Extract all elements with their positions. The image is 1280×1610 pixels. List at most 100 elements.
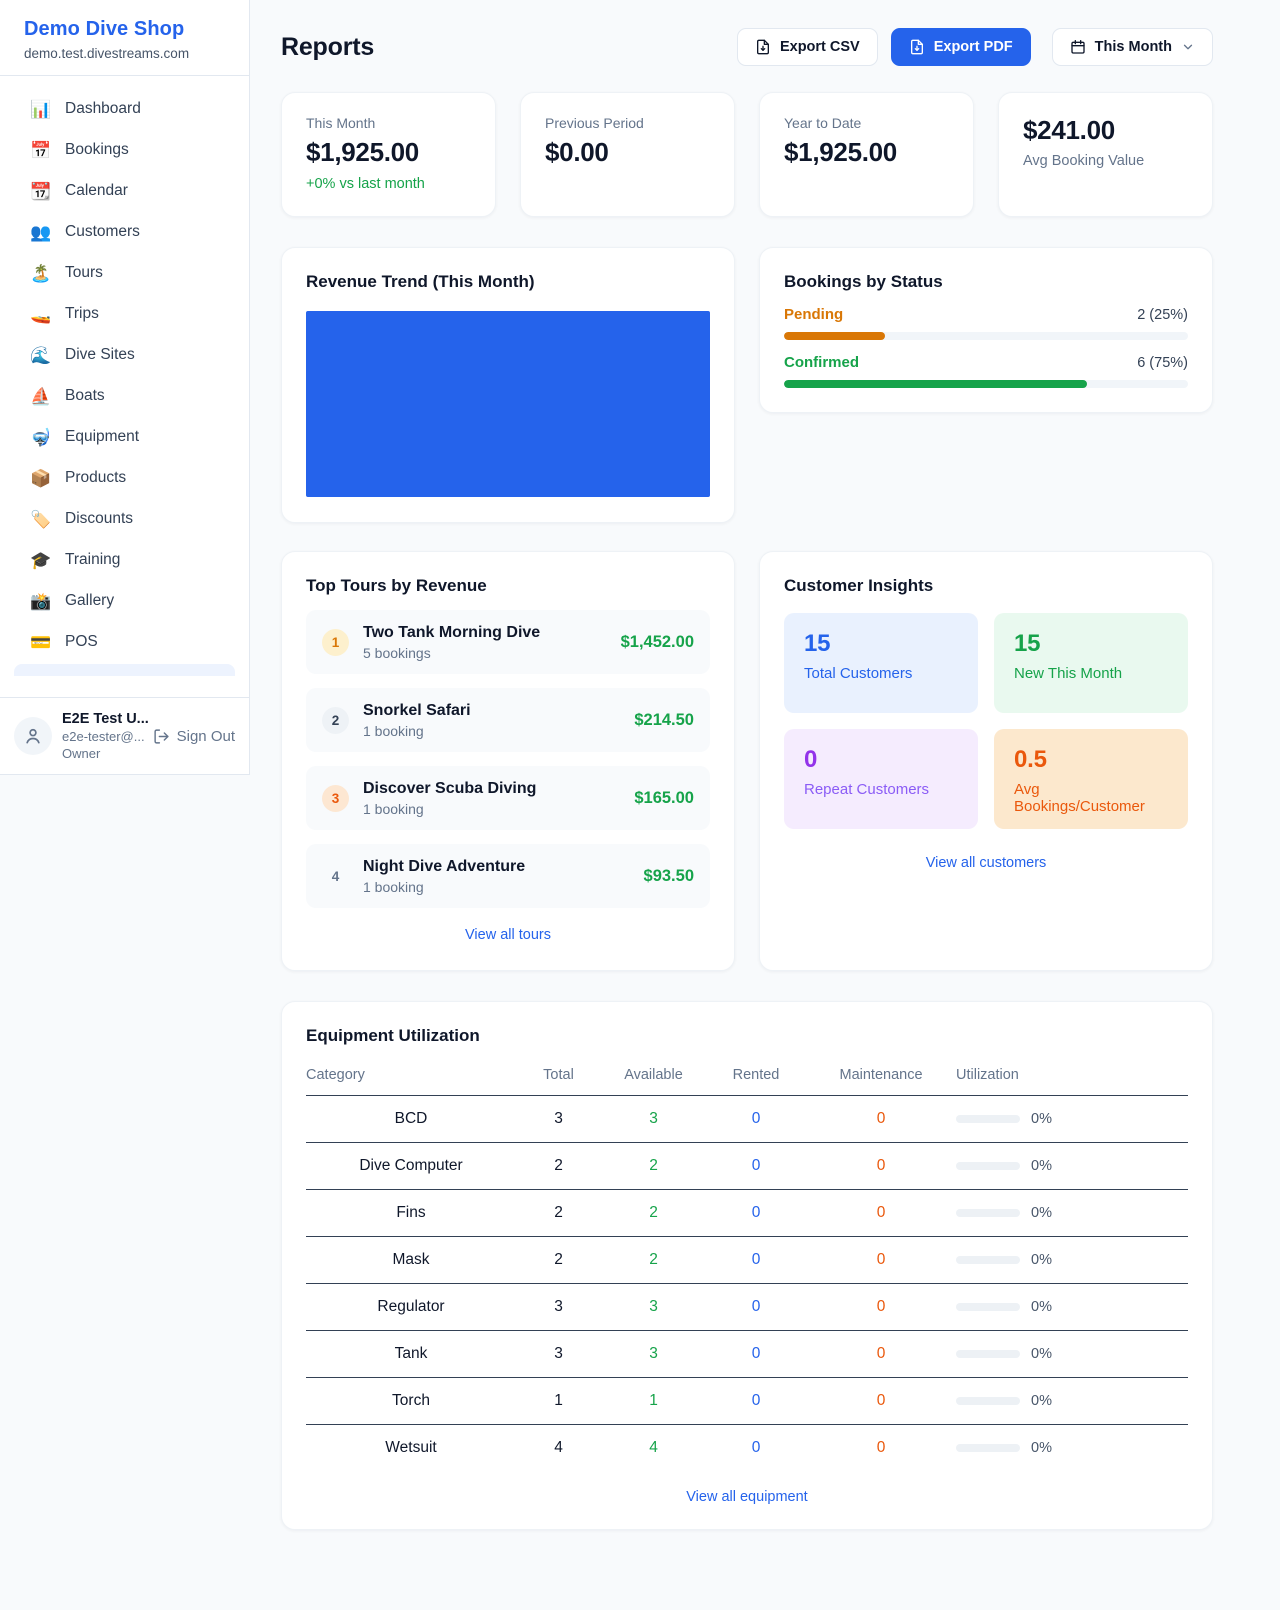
utilization-cell: 0% xyxy=(956,1205,1188,1221)
sidebar-item-equipment[interactable]: 🤿 Equipment xyxy=(14,418,235,456)
equipment-rented: 0 xyxy=(706,1142,806,1190)
sidebar-item-dashboard[interactable]: 📊 Dashboard xyxy=(14,90,235,128)
sidebar-item-label: Tours xyxy=(65,264,103,281)
equipment-total: 4 xyxy=(554,1439,563,1456)
equipment-maintenance: 0 xyxy=(806,1377,956,1425)
tour-row[interactable]: 3 Discover Scuba Diving 1 booking $165.0… xyxy=(306,766,710,830)
people-icon: 👥 xyxy=(30,222,52,242)
brand-block: Demo Dive Shop demo.test.divestreams.com xyxy=(0,0,249,76)
column-header: Rented xyxy=(706,1054,806,1096)
rank-badge: 1 xyxy=(322,628,349,656)
sidebar-item-label: Training xyxy=(65,551,121,568)
tile-value: 15 xyxy=(804,630,831,657)
tile-value: 0.5 xyxy=(1014,746,1047,773)
stat-card-year-to-date: Year to Date $1,925.00 xyxy=(759,92,974,217)
tour-info: Discover Scuba Diving 1 booking xyxy=(363,780,620,817)
equipment-rented: 0 xyxy=(706,1236,806,1284)
sidebar-item-discounts[interactable]: 🏷️ Discounts xyxy=(14,500,235,538)
table-row: Torch 1 1 0 0 0% xyxy=(306,1377,1188,1425)
status-bar-fill-pending xyxy=(784,332,885,340)
equipment-maintenance: 0 xyxy=(806,1142,956,1190)
sidebar-item-label: Gallery xyxy=(65,592,115,609)
equipment-total: 3 xyxy=(516,1283,601,1331)
sidebar-item-trips[interactable]: 🚤 Trips xyxy=(14,295,235,333)
utilization-cell: 0% xyxy=(956,1111,1188,1127)
tour-name: Night Dive Adventure xyxy=(363,857,526,875)
stat-label: This Month xyxy=(306,115,376,131)
sidebar-item-calendar[interactable]: 📆 Calendar xyxy=(14,172,235,210)
person-icon xyxy=(26,728,40,744)
revenue-trend-title: Revenue Trend (This Month) xyxy=(306,272,535,291)
sign-out-button[interactable]: Sign Out xyxy=(153,728,235,745)
export-pdf-button[interactable]: Export PDF xyxy=(890,28,1031,66)
equipment-category: Tank xyxy=(306,1330,516,1378)
utilization-percent: 0% xyxy=(1031,1346,1052,1362)
equipment-table-body: BCD 3 3 0 0 0% Dive Computer 2 2 0 0 0% Fins 2 2 0 0 0% Ma… xyxy=(306,1095,1188,1472)
bar-chart-icon: 📊 xyxy=(30,99,52,119)
column-header: Total xyxy=(516,1054,601,1096)
top-tours-title: Top Tours by Revenue xyxy=(306,576,487,595)
shop-name[interactable]: Demo Dive Shop xyxy=(24,18,185,40)
equipment-maintenance: 0 xyxy=(806,1095,956,1143)
view-all-customers-link[interactable]: View all customers xyxy=(925,855,1047,871)
tour-revenue: $214.50 xyxy=(634,710,694,729)
view-all-equipment-link[interactable]: View all equipment xyxy=(686,1489,808,1505)
shop-domain: demo.test.divestreams.com xyxy=(24,46,190,61)
user-role: Owner xyxy=(62,746,101,761)
utilization-percent: 0% xyxy=(1031,1205,1052,1221)
stat-value: $241.00 xyxy=(1023,115,1115,145)
calendar-date-icon: 📅 xyxy=(30,140,52,160)
sidebar-item-products[interactable]: 📦 Products xyxy=(14,459,235,497)
tile-label: Repeat Customers xyxy=(804,781,930,798)
sidebar-item-boats[interactable]: ⛵ Boats xyxy=(14,377,235,415)
export-pdf-label: Export PDF xyxy=(933,39,1013,55)
equipment-maintenance: 0 xyxy=(876,1439,886,1456)
sidebar-item-label: POS xyxy=(65,633,98,650)
tour-row[interactable]: 2 Snorkel Safari 1 booking $214.50 xyxy=(306,688,710,752)
utilization-bar-track xyxy=(956,1162,1020,1170)
export-csv-label: Export CSV xyxy=(779,39,860,55)
utilization-bar-track xyxy=(956,1115,1020,1123)
equipment-available: 3 xyxy=(601,1330,706,1378)
sidebar-item-pos[interactable]: 💳 POS xyxy=(14,623,235,661)
equipment-category: Wetsuit xyxy=(385,1439,437,1456)
table-row: Fins 2 2 0 0 0% xyxy=(306,1189,1188,1237)
package-icon: 📦 xyxy=(30,468,52,488)
sidebar-item-dive-sites[interactable]: 🌊 Dive Sites xyxy=(14,336,235,374)
tour-name: Two Tank Morning Dive xyxy=(363,623,541,641)
credit-card-icon: 💳 xyxy=(30,632,52,652)
sidebar-item-customers[interactable]: 👥 Customers xyxy=(14,213,235,251)
sidebar-item-label: Equipment xyxy=(65,428,140,445)
tour-name: Snorkel Safari xyxy=(363,701,471,719)
rank-badge: 4 xyxy=(331,868,340,884)
table-row: Tank 3 3 0 0 0% xyxy=(306,1330,1188,1378)
sidebar-item-tours[interactable]: 🏝️ Tours xyxy=(14,254,235,292)
table-row: Mask 2 2 0 0 0% xyxy=(306,1236,1188,1284)
user-email: e2e-tester@... xyxy=(62,729,145,744)
sidebar-item-gallery[interactable]: 📸 Gallery xyxy=(14,582,235,620)
export-csv-button[interactable]: Export CSV xyxy=(736,28,878,66)
equipment-rented: 0 xyxy=(706,1377,806,1425)
tile-total-customers: 15 Total Customers xyxy=(784,613,978,713)
tour-row[interactable]: 1 Two Tank Morning Dive 5 bookings $1,45… xyxy=(306,610,710,674)
sidebar-item-training[interactable]: 🎓 Training xyxy=(14,541,235,579)
utilization-bar-track xyxy=(956,1444,1020,1452)
equipment-category: Mask xyxy=(306,1236,516,1284)
stat-label: Previous Period xyxy=(545,115,644,131)
view-all-tours-link[interactable]: View all tours xyxy=(465,927,551,943)
sidebar-item-bookings[interactable]: 📅 Bookings xyxy=(14,131,235,169)
sidebar-item-label: Calendar xyxy=(65,182,128,199)
column-header: Available xyxy=(601,1054,706,1096)
tour-row[interactable]: 4 Night Dive Adventure 1 booking $93.50 xyxy=(306,844,710,908)
status-bar-fill-confirmed xyxy=(784,380,1087,388)
sidebar-item-reports-partial[interactable] xyxy=(14,664,235,676)
status-bar-track xyxy=(784,380,1188,388)
bookings-by-status-title: Bookings by Status xyxy=(784,272,943,291)
period-dropdown[interactable]: This Month xyxy=(1051,28,1213,66)
top-tours-card: Top Tours by Revenue 1 Two Tank Morning … xyxy=(281,551,735,971)
equipment-rented: 0 xyxy=(706,1095,806,1143)
sidebar-item-label: Dive Sites xyxy=(65,346,135,363)
file-download-icon xyxy=(756,39,769,55)
utilization-cell: 0% xyxy=(956,1158,1188,1174)
